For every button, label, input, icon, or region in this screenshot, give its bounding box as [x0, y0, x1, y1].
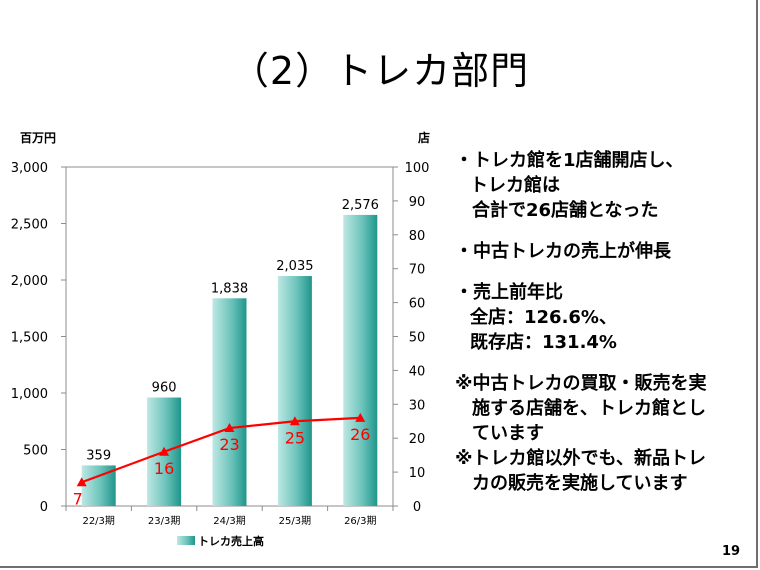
legend-label: トレカ売上高: [198, 534, 264, 548]
store-count-label: 25: [285, 428, 305, 447]
slide-title: （2）トレカ部門: [230, 49, 530, 93]
right-axis-tick-label: 90: [409, 195, 426, 210]
bullet-line: ※トレカ館以外でも、新品トレ: [455, 448, 706, 469]
bar: [212, 298, 247, 506]
right-axis-tick-label: 10: [409, 466, 426, 481]
x-axis-category-label: 23/3期: [148, 515, 180, 527]
right-axis-tick-label: 20: [409, 432, 426, 447]
bullet-used-cards-growth: ・中古トレカの売上が伸長: [455, 239, 755, 264]
x-axis-category-label: 25/3期: [279, 515, 311, 527]
store-count-label: 26: [350, 425, 370, 444]
bar-value-label: 960: [152, 381, 177, 396]
bullet-line: ています: [472, 423, 544, 444]
right-axis-tick-label: 60: [409, 297, 426, 312]
right-axis-tick-label: 70: [409, 263, 426, 278]
bullet-line: 既存店：131.4%: [470, 332, 617, 353]
bar-value-label: 2,035: [276, 259, 313, 274]
store-count-marker: [76, 477, 87, 487]
store-count-label: 7: [73, 489, 83, 508]
note-new-cards: ※トレカ館以外でも、新品トレ カの販売を実施しています: [455, 446, 755, 496]
right-axis-tick-label: 40: [409, 364, 426, 379]
bullet-line: 合計で26店舗となった: [472, 200, 659, 221]
page-number: 19: [722, 544, 741, 559]
x-axis-category-label: 22/3期: [82, 515, 114, 527]
bar-value-label: 1,838: [211, 281, 248, 296]
bullet-line: ・トレカ館を1店舗開店し、: [455, 150, 684, 171]
left-axis-unit: 百万円: [20, 131, 56, 145]
bar-value-label: 2,576: [342, 198, 379, 213]
bullet-line: ・売上前年比: [455, 282, 563, 303]
bullet-line: ・中古トレカの売上が伸長: [455, 241, 671, 262]
bar: [277, 276, 312, 506]
x-axis-category-label: 24/3期: [213, 515, 245, 527]
store-count-marker: [159, 446, 170, 456]
right-axis-tick-label: 80: [409, 229, 426, 244]
store-count-label: 16: [154, 459, 174, 478]
store-count-marker: [289, 416, 300, 426]
left-axis-tick-label: 0: [40, 500, 48, 515]
bullet-yoy-sales: ・売上前年比 全店：126.6%、 既存店：131.4%: [455, 280, 755, 355]
bar: [343, 214, 378, 507]
left-axis-tick-label: 500: [23, 444, 48, 459]
note-used-cards: ※中古トレカの買取・販売を実 施する店舗を、トレカ館とし ています: [455, 371, 755, 446]
bullet-line: 全店：126.6%、: [470, 307, 617, 328]
right-axis-tick-label: 30: [409, 398, 426, 413]
store-count-label: 23: [219, 435, 239, 454]
left-axis-tick-label: 2,000: [11, 274, 48, 289]
bullet-line: カの販売を実施しています: [472, 473, 688, 494]
x-axis-category-label: 26/3期: [344, 515, 376, 527]
right-axis-tick-label: 100: [405, 161, 430, 176]
bullet-store-opening: ・トレカ館を1店舗開店し、 トレカ館は 合計で26店舗となった: [455, 148, 755, 223]
bullet-list: ・トレカ館を1店舗開店し、 トレカ館は 合計で26店舗となった ・中古トレカの売…: [455, 148, 755, 512]
left-axis-tick-label: 1,000: [11, 387, 48, 402]
right-axis-unit: 店: [418, 130, 430, 145]
bar-value-label: 359: [86, 448, 111, 463]
left-axis-tick-label: 1,500: [11, 331, 48, 346]
legend-swatch: [177, 536, 195, 545]
bullet-line: トレカ館は: [470, 175, 560, 196]
right-axis-tick-label: 0: [413, 500, 421, 515]
left-axis-tick-label: 2,500: [11, 218, 48, 233]
left-axis-tick-label: 3,000: [11, 161, 48, 176]
store-count-marker: [224, 423, 235, 433]
right-axis-tick-label: 50: [409, 331, 426, 346]
bullet-line: ※中古トレカの買取・販売を実: [455, 373, 707, 394]
store-count-marker: [355, 412, 366, 422]
bullet-line: 施する店舗を、トレカ館とし: [472, 398, 706, 419]
